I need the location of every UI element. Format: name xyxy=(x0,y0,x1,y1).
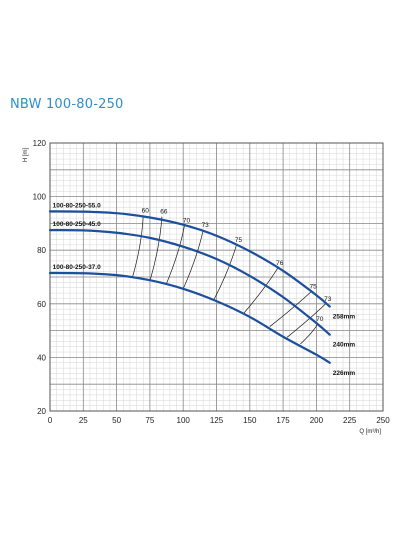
x-tick-label: 125 xyxy=(210,416,224,425)
y-tick-label: 100 xyxy=(33,193,47,202)
x-tick-label: 150 xyxy=(243,416,257,425)
y-tick-label: 80 xyxy=(37,246,46,255)
impeller-label: 226mm xyxy=(333,370,356,377)
efficiency-label: 66 xyxy=(160,209,168,216)
x-tick-label: 0 xyxy=(48,416,53,425)
head-curves xyxy=(48,210,331,364)
impeller-label: 240mm xyxy=(333,342,356,349)
series-label: 100-80-250-45.0 xyxy=(53,221,101,228)
efficiency-label: 70 xyxy=(316,316,324,323)
efficiency-lines xyxy=(132,215,326,345)
x-tick-label: 50 xyxy=(112,416,121,425)
labels: 60 66 70 73 75 76 75 73 70 100-80-250-55.0 258mm 10… xyxy=(53,202,356,376)
series-label: 100-80-250-55.0 xyxy=(53,202,101,209)
x-tick-label: 175 xyxy=(276,416,290,425)
head-curve-2 xyxy=(48,228,331,336)
axes: 0 25 50 75 100 125 150 175 200 225 250 20 40 60 80 100 1… xyxy=(23,139,390,435)
x-tick-label: 200 xyxy=(310,416,324,425)
x-tick-label: 75 xyxy=(145,416,154,425)
y-tick-label: 20 xyxy=(37,407,46,416)
efficiency-line xyxy=(132,215,144,278)
efficiency-line xyxy=(286,303,326,338)
chart-title: NBW 100-80-250 xyxy=(10,97,124,112)
efficiency-label: 73 xyxy=(202,222,210,229)
y-tick-label: 40 xyxy=(37,353,46,362)
efficiency-line xyxy=(165,225,185,286)
efficiency-label: 73 xyxy=(324,296,332,303)
efficiency-label: 75 xyxy=(235,237,243,244)
x-tick-label: 100 xyxy=(177,416,191,425)
impeller-label: 258mm xyxy=(333,313,356,320)
x-tick-label: 250 xyxy=(376,416,390,425)
efficiency-label: 75 xyxy=(309,284,317,291)
efficiency-line xyxy=(242,267,279,315)
efficiency-label: 70 xyxy=(183,217,191,224)
efficiency-label: 76 xyxy=(276,260,284,267)
y-tick-label: 120 xyxy=(33,139,47,148)
y-tick-label: 60 xyxy=(37,300,46,309)
series-label: 100-80-250-37.0 xyxy=(53,264,101,271)
head-curve-3 xyxy=(48,271,331,364)
x-tick-label: 225 xyxy=(343,416,357,425)
plot-frame xyxy=(49,142,384,412)
efficiency-line xyxy=(269,291,312,327)
head-curve-1 xyxy=(48,210,331,308)
efficiency-line xyxy=(213,244,237,300)
efficiency-label: 60 xyxy=(142,207,150,214)
y-axis-label: H [m] xyxy=(23,148,29,163)
efficiency-line xyxy=(300,323,319,345)
efficiency-line xyxy=(182,230,204,289)
efficiency-line xyxy=(149,216,163,282)
x-axis-label: Q [m³/h] xyxy=(359,429,381,435)
x-tick-label: 25 xyxy=(79,416,88,425)
